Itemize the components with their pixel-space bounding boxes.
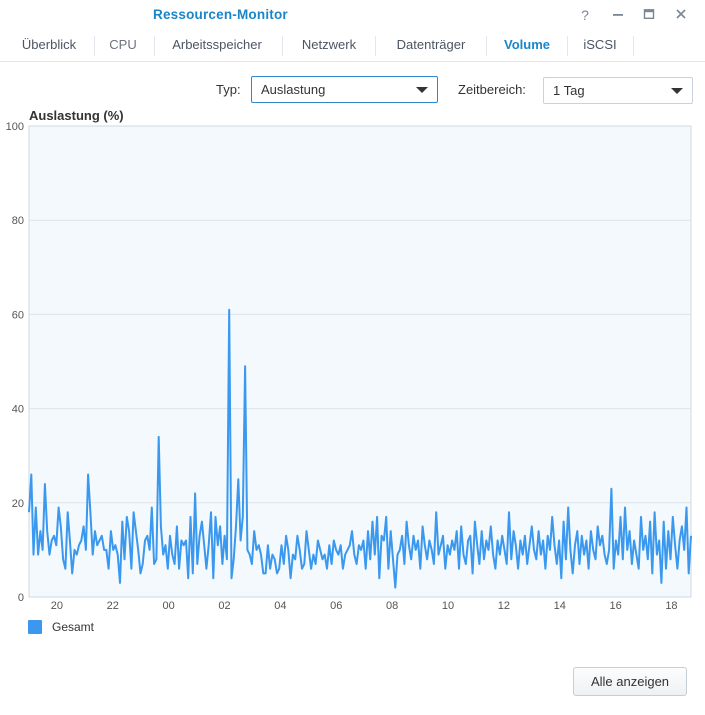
tab-separator bbox=[375, 36, 376, 56]
type-select[interactable]: Auslastung bbox=[251, 76, 438, 103]
window-title: Ressourcen-Monitor bbox=[153, 7, 288, 22]
x-tick-label: 18 bbox=[665, 600, 677, 612]
title-bar: Ressourcen-Monitor ? bbox=[0, 0, 705, 32]
close-button[interactable] bbox=[672, 6, 690, 24]
show-all-button[interactable]: Alle anzeigen bbox=[573, 667, 687, 696]
chevron-down-icon bbox=[416, 87, 428, 93]
legend-swatch-gesamt bbox=[28, 620, 42, 634]
minimize-icon bbox=[613, 14, 623, 16]
help-button[interactable]: ? bbox=[576, 6, 594, 24]
x-tick-label: 12 bbox=[498, 600, 510, 612]
x-tick-label: 16 bbox=[609, 600, 621, 612]
range-label: Zeitbereich: bbox=[458, 82, 526, 97]
range-select[interactable]: 1 Tag bbox=[543, 77, 693, 104]
tab-separator bbox=[94, 36, 95, 56]
tab-separator bbox=[633, 36, 634, 56]
series-line-gesamt bbox=[28, 308, 692, 589]
y-tick-label: 80 bbox=[12, 215, 24, 227]
tab-separator bbox=[567, 36, 568, 56]
x-tick-label: 08 bbox=[386, 600, 398, 612]
type-select-value: Auslastung bbox=[261, 82, 326, 97]
help-icon: ? bbox=[581, 7, 589, 23]
x-tick-label: 00 bbox=[163, 600, 175, 612]
x-tick-label: 10 bbox=[442, 600, 454, 612]
tab-separator bbox=[486, 36, 487, 56]
tab-volume[interactable]: Volume bbox=[504, 37, 550, 52]
x-tick-label: 14 bbox=[554, 600, 566, 612]
x-tick-label: 04 bbox=[274, 600, 286, 612]
tab-cpu[interactable]: CPU bbox=[109, 37, 137, 52]
x-tick-label: 02 bbox=[218, 600, 230, 612]
range-select-value: 1 Tag bbox=[553, 83, 585, 98]
x-tick-label: 22 bbox=[107, 600, 119, 612]
chart-title: Auslastung (%) bbox=[29, 108, 124, 123]
y-tick-label: 0 bbox=[18, 592, 24, 604]
y-tick-label: 20 bbox=[12, 498, 24, 510]
x-tick-label: 06 bbox=[330, 600, 342, 612]
tab-netzwerk[interactable]: Netzwerk bbox=[301, 37, 357, 52]
y-tick-label: 40 bbox=[12, 404, 24, 416]
legend-label-gesamt: Gesamt bbox=[52, 620, 95, 634]
tab-bar: Überblick CPU Arbeitsspeicher Netzwerk D… bbox=[0, 30, 705, 62]
chevron-down-icon bbox=[671, 88, 683, 94]
minimize-button[interactable] bbox=[609, 6, 627, 24]
x-tick-label: 20 bbox=[51, 600, 63, 612]
tab-ueberblick[interactable]: Überblick bbox=[21, 37, 77, 52]
usage-chart: 0 20 40 60 80 100 20 22 00 02 04 06 08 10 12 14 16 18 bbox=[6, 121, 692, 612]
plot-area bbox=[28, 125, 692, 598]
tab-arbeitsspeicher[interactable]: Arbeitsspeicher bbox=[172, 37, 262, 52]
close-icon bbox=[676, 9, 686, 19]
y-tick-label: 100 bbox=[6, 121, 24, 133]
maximize-icon bbox=[643, 9, 655, 19]
y-tick-label: 60 bbox=[12, 309, 24, 321]
tab-datentraeger[interactable]: Datenträger bbox=[396, 37, 466, 52]
tab-separator bbox=[154, 36, 155, 56]
type-label: Typ: bbox=[216, 82, 241, 97]
tab-separator bbox=[282, 36, 283, 56]
maximize-button[interactable] bbox=[640, 6, 658, 24]
tab-iscsi[interactable]: iSCSI bbox=[583, 37, 617, 52]
